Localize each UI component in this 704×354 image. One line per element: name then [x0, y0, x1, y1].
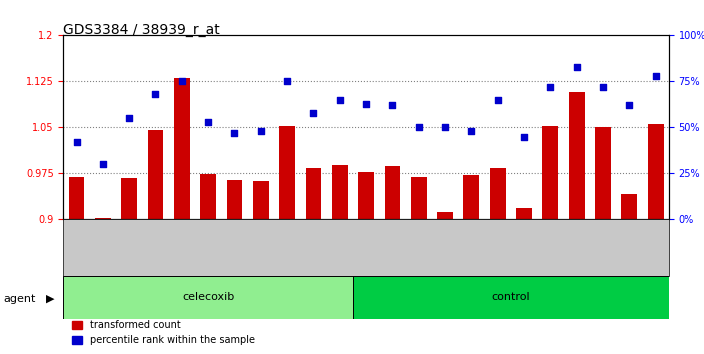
Legend: transformed count, percentile rank within the sample: transformed count, percentile rank withi…	[68, 316, 258, 349]
Point	[650, 73, 661, 79]
Bar	[358, 172, 374, 354]
Point	[71, 139, 82, 145]
FancyBboxPatch shape	[63, 219, 669, 276]
Bar	[490, 168, 505, 354]
Text: celecoxib: celecoxib	[182, 292, 234, 302]
Point	[282, 79, 293, 84]
Bar	[437, 212, 453, 354]
Bar	[543, 126, 558, 354]
Bar	[569, 92, 584, 354]
Point	[308, 110, 319, 115]
Point	[97, 161, 108, 167]
Point	[255, 128, 266, 134]
Text: control: control	[491, 292, 530, 302]
Bar	[332, 165, 348, 354]
Bar	[463, 175, 479, 354]
Point	[123, 115, 134, 121]
Point	[176, 79, 187, 84]
Bar	[121, 178, 137, 354]
Point	[439, 125, 451, 130]
Point	[150, 91, 161, 97]
Point	[360, 101, 372, 106]
Point	[229, 130, 240, 136]
Bar	[148, 130, 163, 354]
Point	[518, 134, 529, 139]
Bar	[384, 166, 401, 354]
Bar	[622, 194, 637, 354]
Bar	[279, 126, 295, 354]
Point	[413, 125, 425, 130]
Text: agent: agent	[4, 294, 36, 304]
Bar	[174, 78, 189, 354]
Point	[598, 84, 609, 90]
Point	[386, 103, 398, 108]
Point	[203, 119, 214, 125]
Bar	[227, 179, 242, 354]
Point	[571, 64, 582, 69]
Bar	[200, 174, 216, 354]
Text: ▶: ▶	[46, 294, 54, 304]
Point	[492, 97, 503, 103]
Bar	[95, 218, 111, 354]
FancyBboxPatch shape	[353, 276, 669, 319]
Bar	[253, 181, 269, 354]
Point	[466, 128, 477, 134]
Bar	[411, 177, 427, 354]
Point	[334, 97, 346, 103]
Bar	[306, 168, 321, 354]
FancyBboxPatch shape	[63, 276, 353, 319]
Bar	[595, 127, 611, 354]
Text: GDS3384 / 38939_r_at: GDS3384 / 38939_r_at	[63, 23, 220, 37]
Point	[624, 103, 635, 108]
Bar	[648, 124, 664, 354]
Bar	[68, 177, 84, 354]
Point	[545, 84, 556, 90]
Bar	[516, 209, 532, 354]
